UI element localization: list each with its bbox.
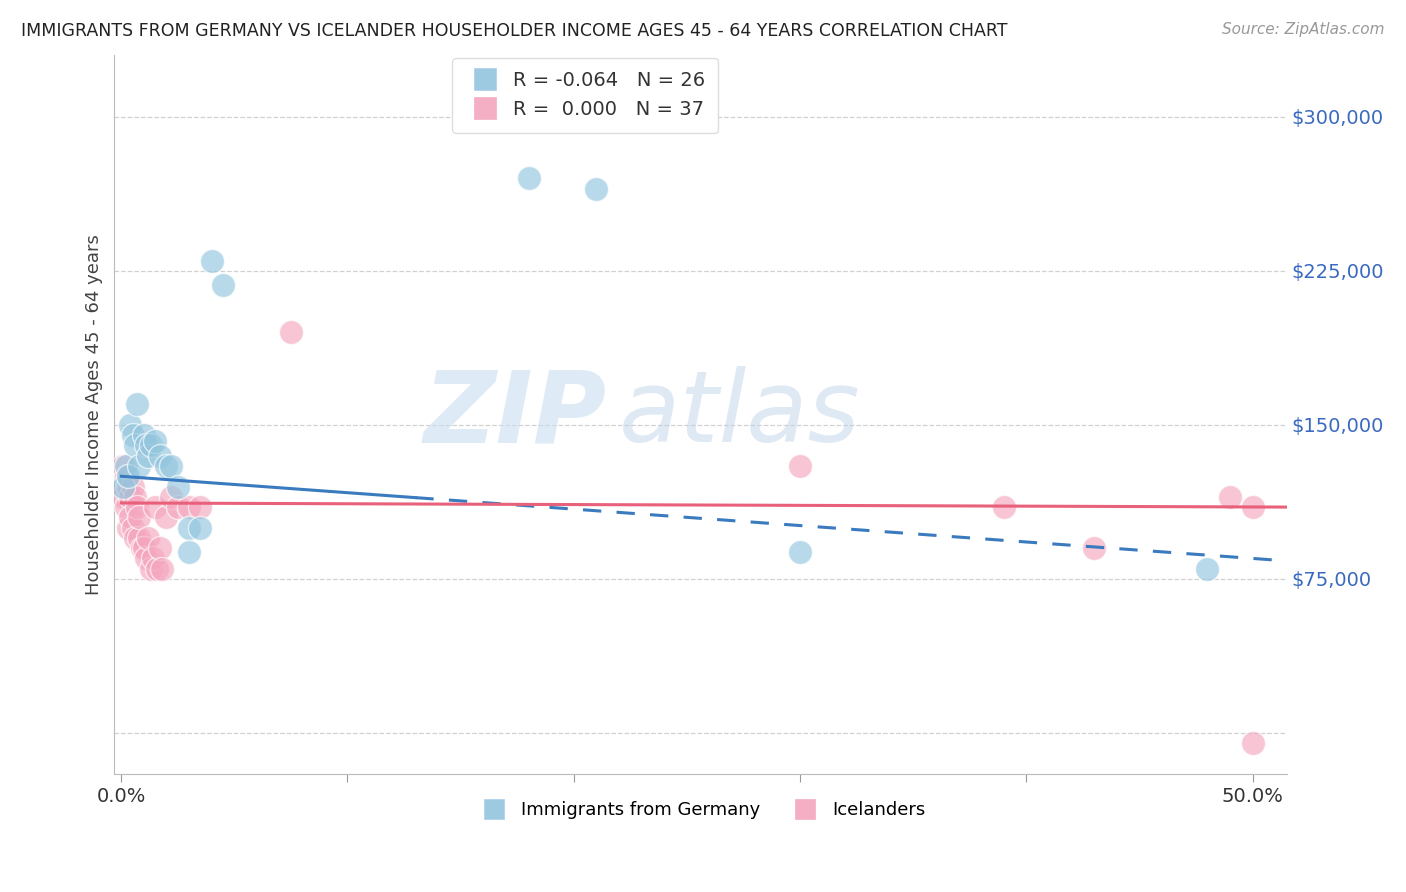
Point xyxy=(1241,736,1264,750)
Point xyxy=(190,520,212,534)
Point xyxy=(112,479,135,493)
Point xyxy=(117,479,139,493)
Point xyxy=(160,458,183,473)
Point xyxy=(177,520,200,534)
Point xyxy=(789,545,811,559)
Text: Source: ZipAtlas.com: Source: ZipAtlas.com xyxy=(1222,22,1385,37)
Point xyxy=(155,510,177,524)
Point xyxy=(149,541,172,556)
Point xyxy=(132,541,155,556)
Point xyxy=(160,490,183,504)
Point xyxy=(190,500,212,514)
Point xyxy=(1219,490,1241,504)
Point xyxy=(155,458,177,473)
Text: ZIP: ZIP xyxy=(423,366,607,463)
Point xyxy=(121,428,143,442)
Point xyxy=(993,500,1015,514)
Legend: Immigrants from Germany, Icelanders: Immigrants from Germany, Icelanders xyxy=(468,794,932,826)
Point xyxy=(138,449,160,463)
Point xyxy=(120,510,142,524)
Point xyxy=(146,562,169,576)
Point xyxy=(517,171,540,186)
Point xyxy=(112,490,135,504)
Point xyxy=(166,500,188,514)
Point xyxy=(121,479,143,493)
Point xyxy=(120,490,142,504)
Point xyxy=(131,541,153,556)
Point xyxy=(150,562,173,576)
Text: IMMIGRANTS FROM GERMANY VS ICELANDER HOUSEHOLDER INCOME AGES 45 - 64 YEARS CORRE: IMMIGRANTS FROM GERMANY VS ICELANDER HOU… xyxy=(21,22,1008,40)
Point xyxy=(114,458,136,473)
Point xyxy=(149,449,172,463)
Text: atlas: atlas xyxy=(619,366,860,463)
Point xyxy=(121,520,143,534)
Point xyxy=(280,326,302,340)
Point xyxy=(177,500,200,514)
Point xyxy=(143,434,166,449)
Point xyxy=(128,458,150,473)
Point xyxy=(177,545,200,559)
Point xyxy=(112,458,135,473)
Point xyxy=(117,469,139,483)
Point xyxy=(132,428,155,442)
Point xyxy=(128,510,150,524)
Point xyxy=(124,438,146,452)
Point xyxy=(135,551,157,566)
Point xyxy=(124,490,146,504)
Point xyxy=(212,278,235,293)
Point xyxy=(117,520,139,534)
Point xyxy=(135,438,157,452)
Point xyxy=(139,562,162,576)
Point xyxy=(201,253,224,268)
Point xyxy=(139,438,162,452)
Point xyxy=(1197,562,1219,576)
Point xyxy=(114,469,136,483)
Point xyxy=(138,531,160,545)
Point xyxy=(143,500,166,514)
Point xyxy=(585,182,607,196)
Point xyxy=(120,417,142,432)
Point xyxy=(166,479,188,493)
Point xyxy=(142,551,165,566)
Point xyxy=(789,458,811,473)
Y-axis label: Householder Income Ages 45 - 64 years: Householder Income Ages 45 - 64 years xyxy=(86,235,103,595)
Point xyxy=(114,500,136,514)
Point xyxy=(1083,541,1105,556)
Point xyxy=(128,531,150,545)
Point xyxy=(125,500,148,514)
Point xyxy=(125,397,148,411)
Point xyxy=(124,531,146,545)
Point xyxy=(1241,500,1264,514)
